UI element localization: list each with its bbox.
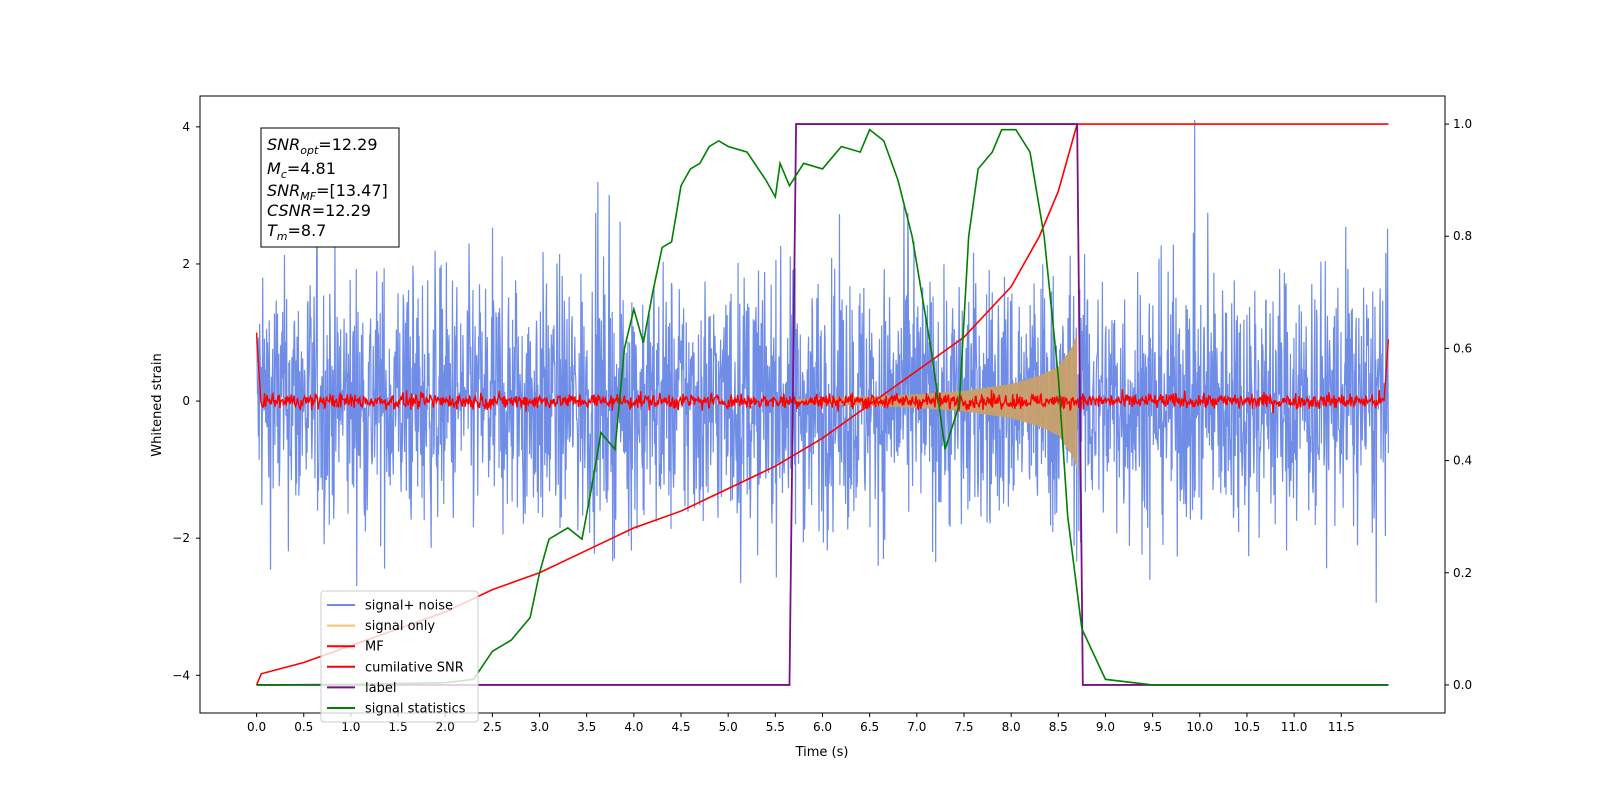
x-tick-label: 0.0 — [247, 720, 266, 734]
y-right-tick-label: 1.0 — [1453, 117, 1472, 131]
y-axis-left: 4 2 0 −2 −4 — [172, 120, 200, 682]
x-tick-label: 5.0 — [719, 720, 738, 734]
x-tick-label: 10.0 — [1186, 720, 1213, 734]
y-right-tick-label: 0.2 — [1453, 566, 1472, 580]
x-tick-label: 9.5 — [1143, 720, 1162, 734]
x-tick-label: 11.0 — [1281, 720, 1308, 734]
x-tick-label: 7.5 — [954, 720, 973, 734]
legend-entry: cumilative SNR — [365, 660, 464, 675]
x-tick-label: 3.5 — [577, 720, 596, 734]
annotation-mc: Mc=4.81 — [267, 159, 336, 181]
x-tick-label: 1.0 — [341, 720, 360, 734]
legend-entry: signal statistics — [365, 702, 466, 717]
y-axis-right: 1.0 0.8 0.6 0.4 0.2 0.0 — [1445, 117, 1472, 692]
y-axis-label: Whitened strain — [150, 353, 165, 456]
legend: signal+ noise signal only MF cumilative SNR… — [320, 590, 479, 723]
x-tick-label: 6.0 — [813, 720, 832, 734]
y-tick-label: 2 — [182, 257, 190, 271]
series-signal-statistics — [256, 128, 1389, 686]
x-tick-label: 6.5 — [860, 720, 879, 734]
legend-entry: signal only — [365, 619, 435, 634]
x-tick-label: 8.5 — [1049, 720, 1068, 734]
y-tick-label: 4 — [182, 120, 190, 134]
y-tick-label: −4 — [172, 668, 190, 682]
x-axis-label: Time (s) — [795, 745, 849, 760]
x-tick-label: 11.5 — [1328, 720, 1355, 734]
x-tick-label: 2.5 — [483, 720, 502, 734]
legend-entry: label — [365, 681, 396, 696]
x-tick-label: 3.0 — [530, 720, 549, 734]
x-axis: 0.0 0.5 1.0 1.5 2.0 2.5 3.0 3.5 4.0 4.5 5.0 5.5 6.0 6… — [247, 713, 1355, 734]
x-tick-label: 8.0 — [1002, 720, 1021, 734]
y-right-tick-label: 0.4 — [1453, 454, 1472, 468]
annotation-box: SNRopt=12.29 Mc=4.81 SNRMF=[13.47] CSNR=… — [260, 127, 400, 248]
y-right-tick-label: 0.8 — [1453, 229, 1472, 243]
x-tick-label: 10.5 — [1234, 720, 1261, 734]
annotation-csnr: CSNR=12.29 — [267, 201, 371, 220]
x-tick-label: 4.5 — [671, 720, 690, 734]
legend-entry: MF — [365, 640, 384, 655]
y-tick-label: 0 — [182, 394, 190, 408]
legend-entry: signal+ noise — [365, 599, 453, 614]
annotation-snr-mf: SNRMF=[13.47] — [267, 181, 388, 203]
y-right-tick-label: 0.6 — [1453, 341, 1472, 355]
x-tick-label: 0.5 — [294, 720, 313, 734]
series-label — [256, 123, 1389, 686]
x-tick-label: 9.0 — [1096, 720, 1115, 734]
x-tick-label: 5.5 — [766, 720, 785, 734]
x-tick-label: 4.0 — [624, 720, 643, 734]
y-right-tick-label: 0.0 — [1453, 678, 1472, 692]
annotation-tm: Tm=8.7 — [267, 221, 326, 243]
series-signal-noise — [255, 119, 1390, 603]
x-tick-label: 1.5 — [389, 720, 408, 734]
annotation-snr-opt: SNRopt=12.29 — [267, 135, 378, 157]
y-tick-label: −2 — [172, 531, 190, 545]
x-tick-label: 2.0 — [436, 720, 455, 734]
series-mf — [255, 332, 1390, 414]
x-tick-label: 7.0 — [907, 720, 926, 734]
